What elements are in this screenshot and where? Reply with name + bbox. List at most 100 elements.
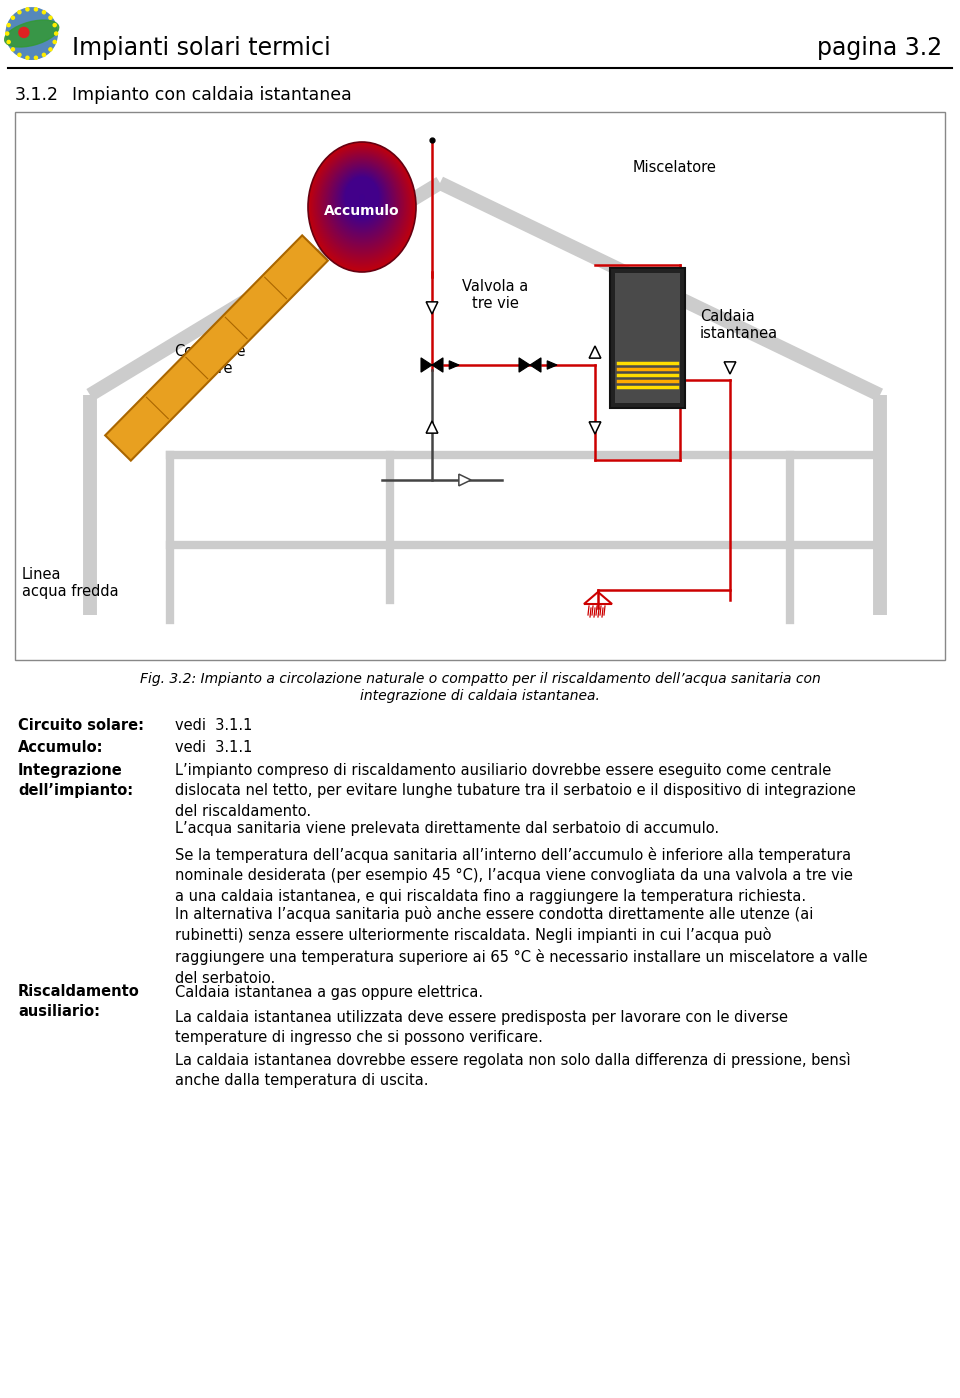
Circle shape <box>12 17 14 20</box>
Ellipse shape <box>340 172 384 225</box>
Circle shape <box>18 53 21 56</box>
Ellipse shape <box>338 171 386 228</box>
Text: Impianto con caldaia istantanea: Impianto con caldaia istantanea <box>72 87 351 103</box>
Ellipse shape <box>327 161 396 243</box>
Ellipse shape <box>316 150 408 261</box>
Text: Accumulo:: Accumulo: <box>18 741 104 755</box>
Text: Se la temperatura dell’acqua sanitaria all’interno dell’accumulo è inferiore all: Se la temperatura dell’acqua sanitaria a… <box>175 847 852 905</box>
Circle shape <box>7 41 11 43</box>
Polygon shape <box>449 361 459 369</box>
Ellipse shape <box>330 162 394 240</box>
Bar <box>15 112 945 660</box>
Text: La caldaia istantanea dovrebbe essere regolata non solo dalla differenza di pres: La caldaia istantanea dovrebbe essere re… <box>175 1053 851 1089</box>
Ellipse shape <box>324 157 401 250</box>
Ellipse shape <box>334 166 391 235</box>
Text: Impianti solari termici: Impianti solari termici <box>72 36 331 60</box>
Ellipse shape <box>320 152 405 256</box>
Polygon shape <box>432 358 443 372</box>
Ellipse shape <box>313 147 412 266</box>
Text: Caldaia istantanea a gas oppure elettrica.: Caldaia istantanea a gas oppure elettric… <box>175 984 483 1000</box>
Circle shape <box>49 48 52 50</box>
Ellipse shape <box>317 151 407 259</box>
Ellipse shape <box>308 143 416 273</box>
Bar <box>610 268 685 408</box>
Ellipse shape <box>326 159 397 246</box>
Ellipse shape <box>320 154 404 254</box>
Ellipse shape <box>311 145 413 267</box>
Circle shape <box>6 8 58 59</box>
Text: Fig. 3.2: Impianto a circolazione naturale o compatto per il riscaldamento dell’: Fig. 3.2: Impianto a circolazione natura… <box>139 672 821 686</box>
Ellipse shape <box>336 168 388 231</box>
Text: Caldaia
istantanea: Caldaia istantanea <box>700 309 779 341</box>
Circle shape <box>12 48 14 50</box>
Text: La caldaia istantanea utilizzata deve essere predisposta per lavorare con le div: La caldaia istantanea utilizzata deve es… <box>175 1009 788 1046</box>
Circle shape <box>35 56 37 59</box>
Ellipse shape <box>330 164 394 239</box>
Ellipse shape <box>314 148 410 263</box>
Text: In alternativa l’acqua sanitaria può anche essere condotta direttamente alle ute: In alternativa l’acqua sanitaria può anc… <box>175 906 868 986</box>
Bar <box>615 273 680 403</box>
Text: 3.1.2: 3.1.2 <box>15 87 59 103</box>
Text: Linea
acqua fredda: Linea acqua fredda <box>22 566 119 600</box>
Circle shape <box>53 41 57 43</box>
Polygon shape <box>724 362 736 375</box>
Circle shape <box>18 11 21 14</box>
Text: L’impianto compreso di riscaldamento ausiliario dovrebbe essere eseguito come ce: L’impianto compreso di riscaldamento aus… <box>175 763 856 819</box>
Text: pagina 3.2: pagina 3.2 <box>817 36 942 60</box>
Circle shape <box>49 17 52 20</box>
Ellipse shape <box>310 144 414 268</box>
Ellipse shape <box>324 157 400 249</box>
Text: Integrazione
dell’impianto:: Integrazione dell’impianto: <box>18 763 133 798</box>
Circle shape <box>6 32 9 35</box>
Ellipse shape <box>344 176 380 219</box>
Ellipse shape <box>313 147 411 264</box>
Ellipse shape <box>345 178 379 218</box>
Ellipse shape <box>332 165 392 236</box>
Ellipse shape <box>329 162 395 240</box>
Ellipse shape <box>315 148 409 261</box>
Ellipse shape <box>316 150 408 260</box>
Text: Circuito solare:: Circuito solare: <box>18 719 144 733</box>
Ellipse shape <box>341 173 383 224</box>
Circle shape <box>26 8 29 11</box>
Text: Collettore
solare: Collettore solare <box>175 344 246 376</box>
Ellipse shape <box>359 194 365 200</box>
Ellipse shape <box>322 155 402 252</box>
Ellipse shape <box>323 155 401 252</box>
Ellipse shape <box>331 164 393 238</box>
Text: Riscaldamento
ausiliario:: Riscaldamento ausiliario: <box>18 984 140 1019</box>
Ellipse shape <box>342 175 382 222</box>
Ellipse shape <box>343 175 381 221</box>
Polygon shape <box>421 358 432 372</box>
Circle shape <box>7 24 11 27</box>
Polygon shape <box>106 235 327 460</box>
Polygon shape <box>530 358 541 372</box>
Circle shape <box>19 28 29 38</box>
Ellipse shape <box>341 173 383 225</box>
Text: Miscelatore: Miscelatore <box>633 161 717 176</box>
Circle shape <box>42 53 45 56</box>
Ellipse shape <box>334 166 390 233</box>
Polygon shape <box>459 474 471 487</box>
Text: L’acqua sanitaria viene prelevata direttamente dal serbatoio di accumulo.: L’acqua sanitaria viene prelevata dirett… <box>175 822 719 836</box>
Polygon shape <box>547 361 557 369</box>
Ellipse shape <box>5 20 59 48</box>
Ellipse shape <box>333 165 391 235</box>
Polygon shape <box>426 302 438 315</box>
Ellipse shape <box>335 168 389 232</box>
Circle shape <box>42 11 45 14</box>
Ellipse shape <box>328 161 396 242</box>
Text: vedi  3.1.1: vedi 3.1.1 <box>175 741 252 755</box>
Polygon shape <box>519 358 530 372</box>
Ellipse shape <box>309 144 415 270</box>
Circle shape <box>53 24 57 27</box>
Circle shape <box>35 8 37 11</box>
Ellipse shape <box>327 159 397 245</box>
Text: Accumulo: Accumulo <box>324 204 399 218</box>
Ellipse shape <box>325 158 398 246</box>
Ellipse shape <box>324 158 399 247</box>
Text: integrazione di caldaia istantanea.: integrazione di caldaia istantanea. <box>360 689 600 703</box>
Ellipse shape <box>345 176 380 219</box>
Polygon shape <box>426 421 438 433</box>
Circle shape <box>55 32 58 35</box>
